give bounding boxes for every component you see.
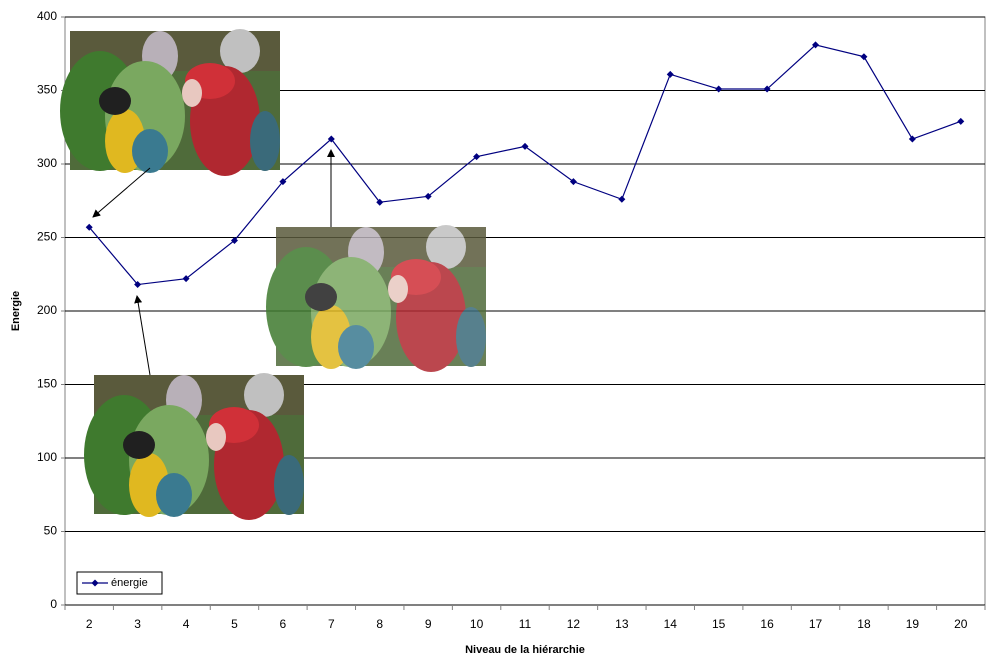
x-tick-label: 19 xyxy=(906,617,920,631)
point xyxy=(376,198,384,206)
x-axis-title: Niveau de la hiérarchie xyxy=(465,644,585,656)
point xyxy=(134,281,142,289)
x-tick-label: 20 xyxy=(954,617,968,631)
point xyxy=(666,70,674,78)
x-tick-label: 5 xyxy=(231,617,238,631)
x-tick-label: 13 xyxy=(615,617,629,631)
x-tick-label: 8 xyxy=(376,617,383,631)
point xyxy=(424,192,432,200)
arrow xyxy=(134,295,151,376)
point xyxy=(812,41,820,49)
x-tick-label: 2 xyxy=(86,617,93,631)
x-tick-label: 16 xyxy=(760,617,774,631)
point xyxy=(763,85,771,93)
point xyxy=(279,178,287,186)
y-tick-label: 150 xyxy=(37,377,57,391)
x-tick-label: 10 xyxy=(470,617,484,631)
image xyxy=(60,29,280,176)
y-axis-title: Energie xyxy=(10,291,22,331)
point xyxy=(715,85,723,93)
arrow xyxy=(92,167,151,218)
y-tick-label: 100 xyxy=(37,450,57,464)
x-tick-label: 14 xyxy=(664,617,678,631)
point xyxy=(521,142,529,150)
y-tick-label: 250 xyxy=(37,230,57,244)
x-tick-label: 7 xyxy=(328,617,335,631)
x-tick-label: 3 xyxy=(134,617,141,631)
x-tick-label: 17 xyxy=(809,617,823,631)
x-tick-label: 6 xyxy=(280,617,287,631)
y-tick-label: 50 xyxy=(44,524,58,538)
y-tick-label: 350 xyxy=(37,83,57,97)
legend-label: énergie xyxy=(111,577,148,589)
y-tick-label: 300 xyxy=(37,156,57,170)
point xyxy=(327,135,335,143)
legend-box xyxy=(76,571,163,595)
point xyxy=(860,53,868,61)
point xyxy=(182,275,190,283)
point xyxy=(85,223,93,231)
y-tick-label: 0 xyxy=(50,597,57,611)
y-tick-label: 400 xyxy=(37,9,57,23)
point xyxy=(908,135,916,143)
x-tick-label: 11 xyxy=(519,617,532,631)
y-tick-label: 200 xyxy=(37,303,57,317)
x-tick-label: 9 xyxy=(425,617,432,631)
point xyxy=(957,117,965,125)
image xyxy=(84,373,304,520)
x-tick-label: 12 xyxy=(567,617,581,631)
point xyxy=(473,153,481,161)
point xyxy=(230,236,238,244)
image xyxy=(266,225,486,372)
point xyxy=(91,579,99,587)
x-tick-label: 4 xyxy=(183,617,190,631)
x-tick-label: 15 xyxy=(712,617,726,631)
point xyxy=(569,178,577,186)
x-tick-label: 18 xyxy=(857,617,871,631)
point xyxy=(618,195,626,203)
